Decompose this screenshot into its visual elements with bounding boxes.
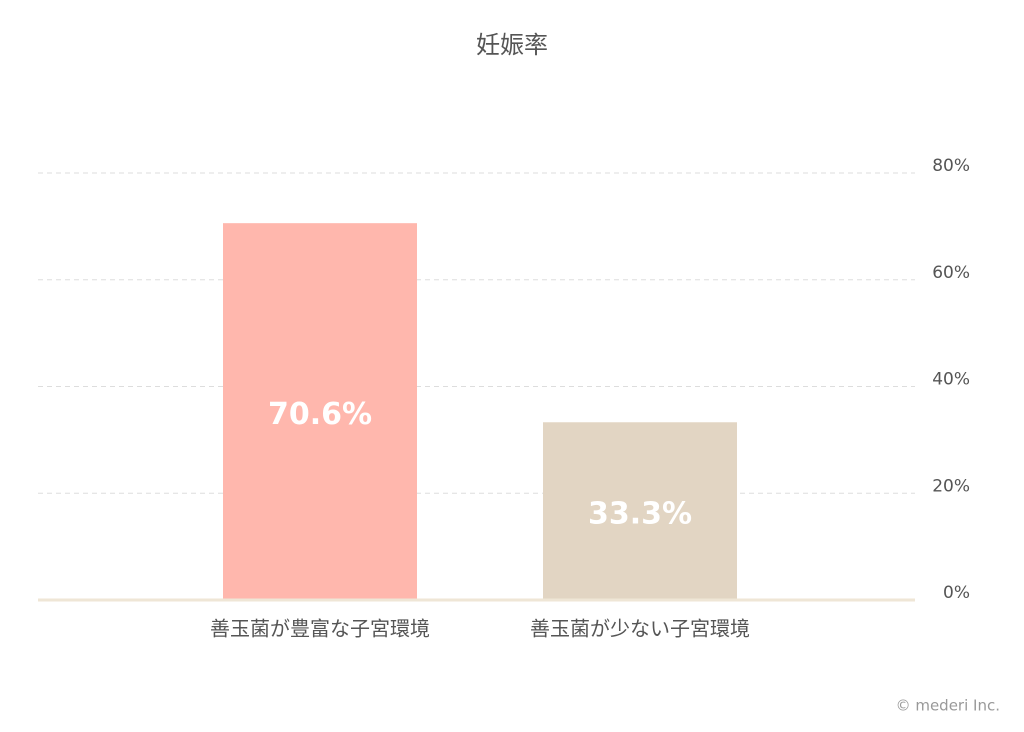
y-tick-label: 0% [943,583,970,603]
chart-title: 妊娠率 [476,31,548,59]
bar [223,223,417,601]
y-tick-label: 20% [932,476,970,496]
x-tick-label: 善玉菌が豊富な子宮環境 [210,617,430,641]
y-tick-label: 60% [932,263,970,283]
credit: © mederi Inc. [896,697,1000,715]
bar [543,422,737,600]
x-tick-label: 善玉菌が少ない子宮環境 [530,617,750,641]
value-label: 33.3% [588,497,692,532]
y-tick-label: 80% [932,156,970,176]
value-label: 70.6% [268,397,372,432]
y-tick-label: 40% [932,370,970,390]
